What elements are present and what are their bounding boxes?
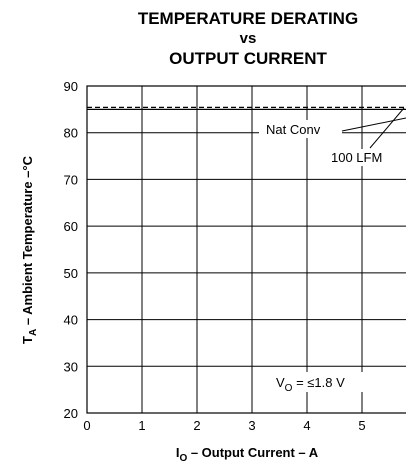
nat-conv-leader (341, 117, 406, 132)
lfm-label: 100 LFM (331, 150, 382, 165)
title-line-1: TEMPERATURE DERATING (138, 9, 358, 28)
nat-conv-label-bg (259, 120, 342, 138)
lfm-leader (369, 107, 405, 149)
y-tick-label: 40 (64, 313, 78, 328)
condition-label: VO = ≤1.8 V (276, 375, 345, 394)
x-tick-label: 3 (248, 418, 255, 433)
chart-title: TEMPERATURE DERATING vs OUTPUT CURRENT (138, 9, 358, 68)
grid-lines (86, 85, 406, 414)
title-line-2: vs (240, 30, 257, 47)
y-tick-label: 70 (64, 172, 78, 187)
data-series (87, 106, 406, 111)
y-tick-label: 80 (64, 126, 78, 141)
y-tick-label: 30 (64, 359, 78, 374)
condition-annotation: VO = ≤1.8 V (271, 372, 367, 394)
lfm-callout: 100 LFM (326, 107, 405, 166)
x-axis-label: IO – Output Current – A (176, 445, 319, 464)
x-tick-label: 2 (193, 418, 200, 433)
plot-frame (86, 85, 406, 414)
condition-bg (271, 372, 367, 392)
title-line-3: OUTPUT CURRENT (169, 49, 327, 68)
y-tick-label: 20 (64, 406, 78, 421)
lfm-label-bg (326, 149, 396, 166)
y-axis-label: TA – Ambient Temperature –°C (20, 155, 39, 344)
y-tick-label: 90 (64, 79, 78, 94)
y-tick-label: 60 (64, 219, 78, 234)
x-tick-label: 4 (303, 418, 310, 433)
x-tick-label: 5 (358, 418, 365, 433)
y-tick-labels: 20 30 40 50 60 70 80 90 (64, 79, 78, 421)
nat-conv-label: Nat Conv (266, 122, 321, 137)
x-tick-label: 0 (83, 418, 90, 433)
x-tick-label: 1 (138, 418, 145, 433)
nat-conv-callout: Nat Conv (259, 117, 406, 138)
x-tick-labels: 0123456 (83, 418, 365, 433)
y-tick-label: 50 (64, 266, 78, 281)
